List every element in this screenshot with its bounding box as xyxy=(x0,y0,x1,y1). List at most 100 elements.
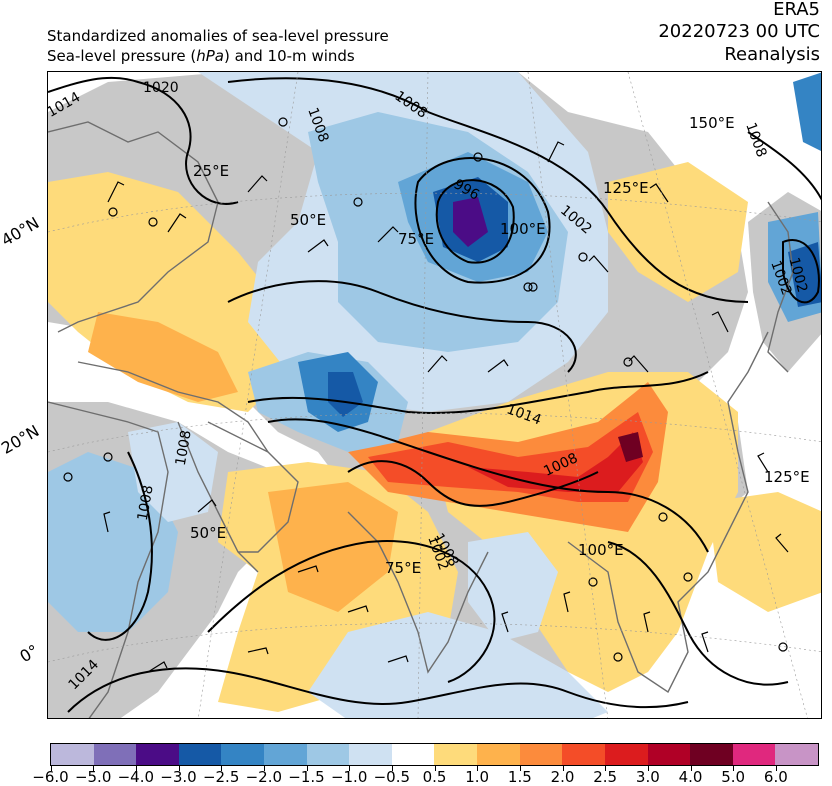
colorbar-tick xyxy=(562,766,564,771)
colorbar-tick-label: −5.0 xyxy=(74,768,112,786)
colorbar-tick xyxy=(775,766,777,771)
negative-bay-bengal xyxy=(468,532,558,642)
isobar-line-1002-india xyxy=(347,460,599,507)
meridian-50e xyxy=(198,72,299,718)
wind-barb xyxy=(247,175,268,193)
map-title: Standardized anomalies of sea-level pres… xyxy=(47,27,389,45)
wind-barb xyxy=(701,631,709,653)
colorbar-tick-label: 2.5 xyxy=(593,768,618,786)
colorbar-tick xyxy=(477,766,479,771)
colorbar-tick-label: −4.0 xyxy=(117,768,155,786)
isobar-line-1008-east xyxy=(607,541,789,686)
lat-20n: 20°N xyxy=(0,421,43,458)
calm-marker xyxy=(623,357,633,367)
negative-low-center xyxy=(453,197,488,247)
colorbar-tick xyxy=(306,766,308,771)
wind-barb xyxy=(103,511,111,533)
calm-marker xyxy=(658,512,668,522)
calm-marker xyxy=(278,117,288,127)
calm-marker xyxy=(683,572,693,582)
colorbar-swatch xyxy=(264,744,307,765)
lon-125e-top: 125°E xyxy=(603,179,649,197)
colorbar-tick-label: −6.0 xyxy=(32,768,69,786)
coastline-africa xyxy=(48,401,169,718)
colorbar-tick-label: 5.0 xyxy=(721,768,746,786)
calm-marker xyxy=(528,282,538,292)
colorbar-tick-label: 6.0 xyxy=(763,768,788,786)
isobar-line-1002-japan xyxy=(782,239,820,304)
colorbar-swatch xyxy=(306,744,350,765)
negative-east-africa xyxy=(128,422,218,522)
colorbar-tick xyxy=(434,766,436,771)
isobar-line-1014-west xyxy=(48,76,239,205)
colorbar-swatch xyxy=(221,744,265,765)
wind-barb xyxy=(147,661,168,673)
isobar-line-1008-pacific xyxy=(747,131,821,201)
colorbar-tick xyxy=(135,766,137,771)
coastline-mediterranean xyxy=(77,361,269,453)
coastline-japan xyxy=(767,201,794,373)
isobar-line-1014-tibet xyxy=(247,371,709,414)
anomaly-fills xyxy=(48,162,821,712)
isobar-1020: 1020 xyxy=(143,80,179,96)
calm-marker xyxy=(473,152,483,162)
valid-datetime: 20220723 00 UTC xyxy=(658,21,820,42)
positive-north-china xyxy=(608,162,748,302)
colorbar-tick-label: 3.0 xyxy=(635,768,660,786)
wind-barb xyxy=(197,499,217,513)
wind-barb xyxy=(107,181,125,203)
colorbar-tick xyxy=(733,766,735,771)
colorbar-tick-label: 1.0 xyxy=(465,768,490,786)
wind-barb xyxy=(347,605,369,613)
isobar-line-1014-south xyxy=(67,667,689,713)
colorbar-tick xyxy=(50,766,52,771)
wind-barb xyxy=(775,533,789,553)
wind-barb xyxy=(649,183,669,203)
lon-75e-bottom: 75°E xyxy=(385,559,422,577)
colorbar-tick-label: 4.0 xyxy=(678,768,703,786)
colorbar-tick-label: 0.5 xyxy=(422,768,447,786)
isobar-line-1008-africa xyxy=(87,451,153,641)
lon-125e-bottom: 125°E xyxy=(764,468,810,486)
wind-barb xyxy=(427,355,448,373)
colorbar-tick xyxy=(178,766,180,771)
wind-barb xyxy=(377,226,399,243)
wind-barb xyxy=(167,213,187,233)
wind-barb xyxy=(487,359,509,373)
lon-50e-top: 50°E xyxy=(290,211,327,229)
meridian-75e xyxy=(417,72,429,718)
colorbar-swatch xyxy=(434,744,478,765)
negative-japan-core xyxy=(788,242,821,307)
colorbar-tick-label: −2.5 xyxy=(202,768,240,786)
colorbar-tick-label: 1.5 xyxy=(507,768,532,786)
colorbar-swatch xyxy=(775,744,818,765)
lon-100e-bottom: 100°E xyxy=(578,541,624,559)
colorbar-swatch xyxy=(604,744,648,765)
calm-marker xyxy=(613,652,623,662)
colorbar xyxy=(50,743,819,766)
wind-barb xyxy=(563,591,571,613)
colorbar-tick-label: −0.5 xyxy=(373,768,411,786)
colorbar-swatch xyxy=(477,744,520,765)
isobar-line-996 xyxy=(435,179,515,264)
meridian-125e xyxy=(627,72,808,718)
map-subtitle: Sea-level pressure (hPa) and 10-m winds xyxy=(47,47,355,65)
colorbar-swatch xyxy=(690,744,733,765)
wind-barb xyxy=(501,611,509,633)
colorbar-swatch xyxy=(647,744,691,765)
calm-marker xyxy=(588,577,598,587)
colorbar-swatch xyxy=(562,744,605,765)
wind-barb xyxy=(711,311,729,333)
isobar-line-1008-tibet xyxy=(267,418,709,553)
coastlines xyxy=(48,121,794,718)
calm-marker xyxy=(578,252,588,262)
map-panel: 25°E 50°E 75°E 100°E 125°E 150°E 50°E 75… xyxy=(47,71,822,719)
colorbar-tick-label: 2.0 xyxy=(550,768,575,786)
calm-marker xyxy=(108,207,118,217)
colorbar-tick xyxy=(690,766,692,771)
wind-barb xyxy=(297,565,319,573)
product-type: Reanalysis xyxy=(724,44,820,65)
meridian-100e xyxy=(527,72,609,718)
positive-west-pacific xyxy=(708,492,821,612)
colorbar-swatch xyxy=(51,744,94,765)
